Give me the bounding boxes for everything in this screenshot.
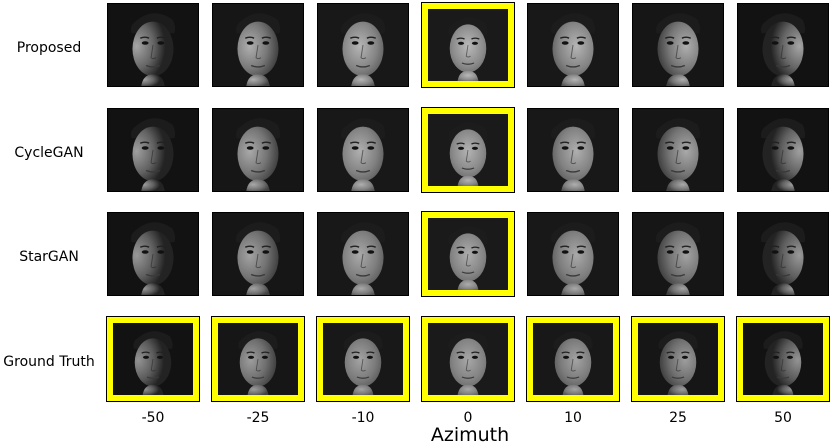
face-image xyxy=(421,2,515,88)
face-image xyxy=(107,212,199,296)
face-image xyxy=(737,212,829,296)
row-label-stargan: StarGAN xyxy=(19,249,79,265)
face-image xyxy=(631,316,725,402)
face-image xyxy=(107,108,199,192)
face-image xyxy=(421,211,515,297)
row-label-proposed: Proposed xyxy=(16,40,82,56)
azimuth-tick-label: 25 xyxy=(669,410,687,426)
azimuth-tick-label: -10 xyxy=(351,410,375,426)
azimuth-tick-label: 0 xyxy=(463,410,473,426)
face-image xyxy=(527,212,619,296)
azimuth-tick-label: 10 xyxy=(564,410,582,426)
face-image xyxy=(212,212,304,296)
face-image xyxy=(421,107,515,193)
face-image xyxy=(317,212,409,296)
face-image xyxy=(632,108,724,192)
face-image xyxy=(317,3,409,87)
face-image xyxy=(317,108,409,192)
face-image xyxy=(526,316,620,402)
face-image xyxy=(736,316,830,402)
azimuth-tick-label: -25 xyxy=(246,410,270,426)
face-image xyxy=(527,3,619,87)
face-image xyxy=(316,316,410,402)
azimuth-tick-label: 50 xyxy=(774,410,792,426)
face-image xyxy=(107,3,199,87)
face-image xyxy=(737,3,829,87)
face-image xyxy=(737,108,829,192)
row-label-cyclegan: CycleGAN xyxy=(14,145,84,161)
face-image xyxy=(211,316,305,402)
face-image xyxy=(632,212,724,296)
face-image xyxy=(632,3,724,87)
face-image xyxy=(527,108,619,192)
face-image xyxy=(212,108,304,192)
face-image xyxy=(106,316,200,402)
face-image xyxy=(212,3,304,87)
azimuth-tick-label: -50 xyxy=(141,410,165,426)
row-label-ground-truth: Ground Truth xyxy=(3,354,95,370)
x-axis-label: Azimuth xyxy=(430,424,510,446)
face-image xyxy=(421,316,515,402)
